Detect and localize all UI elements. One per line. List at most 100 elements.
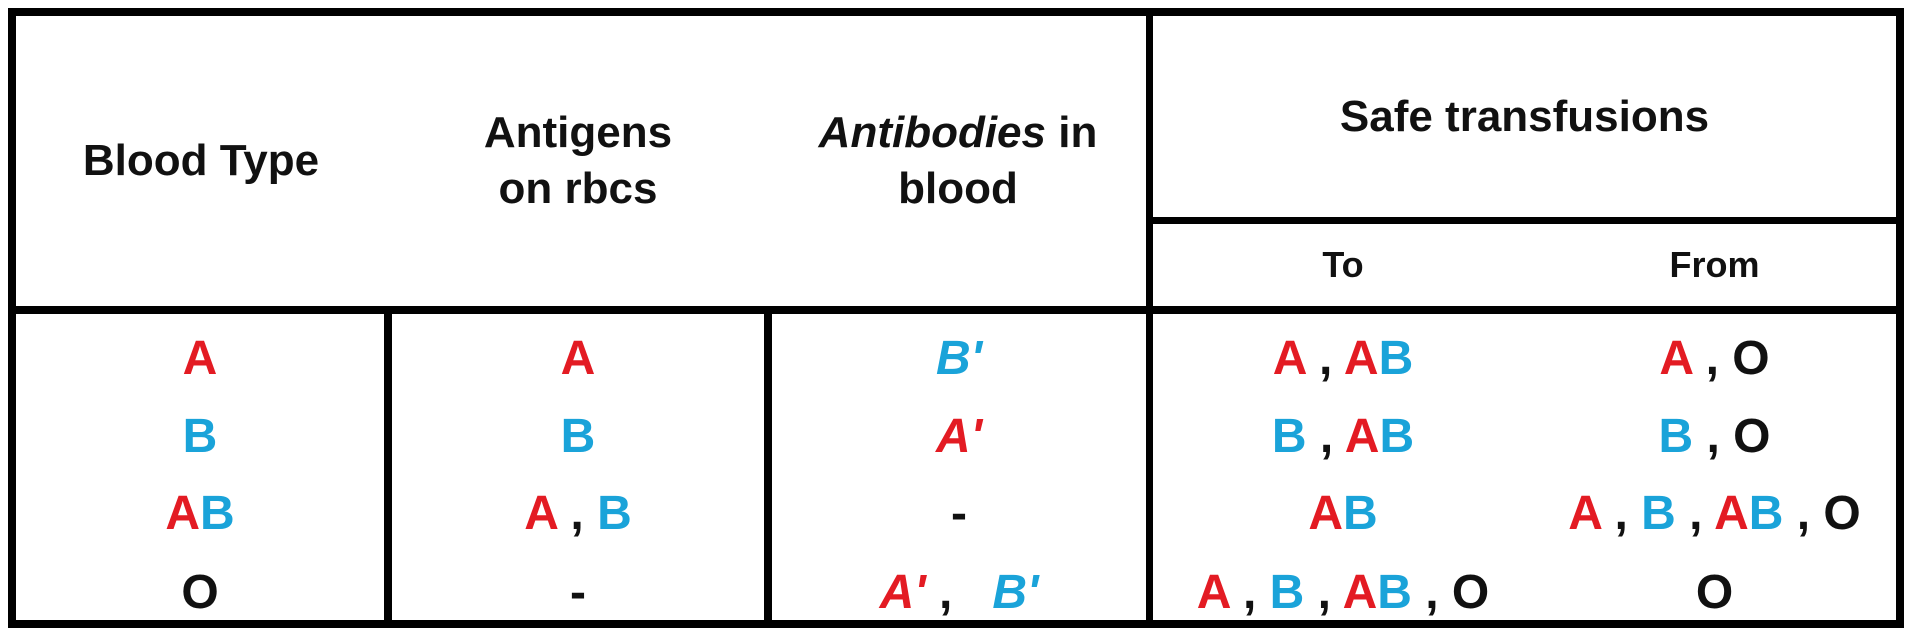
cell-token: , [925, 565, 993, 619]
cell-token: A [1568, 486, 1602, 540]
header-safe-transfusions: Safe transfusions [1153, 16, 1896, 217]
cell-token: B [182, 409, 218, 463]
cell-token: A [1272, 331, 1306, 385]
cell-content: B' [936, 331, 982, 386]
cell-content: A , B , AB , O [1568, 486, 1861, 541]
cell-token: B [1378, 331, 1414, 385]
cell-to-row-3: AB [1153, 477, 1533, 549]
cell-content: AB [165, 486, 234, 541]
cell-token: B [1269, 565, 1305, 619]
header-to-label: To [1322, 244, 1364, 285]
header-antigens-line1: Antigens [483, 108, 673, 157]
cell-token: , O [1692, 331, 1770, 385]
cell-content: A , B [524, 486, 632, 541]
cell-token: B [1658, 409, 1694, 463]
header-to: To [1153, 224, 1533, 306]
cell-token: A [1659, 331, 1693, 385]
header-antibodies-in: in [1046, 108, 1098, 157]
cell-content: AB [1308, 486, 1377, 541]
header-antigens-line2: on rbcs [498, 164, 658, 213]
cell-antigens-row-3: A , B [392, 477, 764, 549]
column-divider-2 [764, 310, 772, 628]
cell-content: A' [936, 409, 982, 464]
cell-token: B [597, 486, 632, 540]
cell-token: A [182, 331, 218, 385]
cell-token: B [1748, 486, 1784, 540]
cell-token: , [1306, 409, 1345, 463]
cell-content: A [183, 331, 218, 386]
cell-content: A , B , AB , O [1197, 565, 1490, 620]
header-safe-transfusions-label: Safe transfusions [1339, 91, 1710, 141]
cell-to-row-1: A , AB [1153, 322, 1533, 394]
cell-content: O [181, 565, 218, 620]
header-antibodies-word: Antibodies [818, 108, 1046, 157]
cell-antibodies-row-3: - [772, 477, 1146, 549]
cell-antigens-row-2: B [392, 400, 764, 472]
cell-token: A [1308, 486, 1343, 540]
cell-content: B [561, 409, 596, 464]
cell-token: O [1695, 565, 1734, 619]
cell-token: B [560, 409, 596, 463]
cell-token: , [1304, 565, 1343, 619]
cell-token: A [560, 331, 596, 385]
cell-token: O [181, 565, 219, 619]
cell-token: A' [879, 565, 926, 619]
cell-content: - [951, 486, 967, 541]
cell-blood-type-row-3: AB [16, 477, 384, 549]
cell-token: A [1196, 565, 1230, 619]
cell-antigens-row-4: - [392, 556, 764, 628]
cell-to-row-2: B , AB [1153, 400, 1533, 472]
cell-from-row-1: A , O [1533, 322, 1896, 394]
cell-token: - [951, 486, 967, 540]
header-antibodies-line2: blood [898, 164, 1018, 213]
cell-antigens-row-1: A [392, 322, 764, 394]
cell-antibodies-row-4: A' , B' [772, 556, 1146, 628]
cell-content: A , AB [1273, 331, 1413, 386]
cell-content: A , O [1659, 331, 1769, 386]
cell-token: , O [1783, 486, 1861, 540]
cell-token: A [1343, 331, 1379, 385]
cell-from-row-2: B , O [1533, 400, 1896, 472]
cell-from-row-3: A , B , AB , O [1533, 477, 1896, 549]
cell-to-row-4: A , B , AB , O [1153, 556, 1533, 628]
header-from: From [1533, 224, 1896, 306]
header-divider [8, 306, 1904, 314]
blood-type-table [8, 8, 1904, 628]
header-blood-type-label: Blood Type [82, 136, 320, 185]
header-antibodies: Antibodies in blood [770, 16, 1146, 306]
cell-token: , [1305, 331, 1344, 385]
cell-content: A' , B' [880, 565, 1039, 620]
cell-blood-type-row-1: A [16, 322, 384, 394]
cell-token: - [570, 565, 586, 619]
subheader-divider [1148, 217, 1904, 224]
header-blood-type: Blood Type [16, 16, 386, 306]
column-divider-1 [384, 310, 392, 628]
cell-blood-type-row-2: B [16, 400, 384, 472]
cell-token: A [1344, 409, 1380, 463]
cell-token: , [1229, 565, 1270, 619]
cell-token: , [1675, 486, 1715, 540]
cell-antibodies-row-1: B' [772, 322, 1146, 394]
cell-content: B [183, 409, 218, 464]
cell-content: B , AB [1272, 409, 1414, 464]
cell-token: B [1379, 409, 1415, 463]
cell-content: A [561, 331, 596, 386]
cell-content: B , O [1658, 409, 1770, 464]
cell-content: O [1696, 565, 1733, 620]
cell-token: A [1342, 565, 1378, 619]
cell-token: , [1601, 486, 1642, 540]
cell-token: A [165, 486, 200, 540]
cell-content: - [570, 565, 586, 620]
cell-token: , [557, 486, 598, 540]
header-antibodies-line1: Antibodies in [819, 105, 1098, 161]
cell-from-row-4: O [1533, 556, 1896, 628]
cell-token: B [200, 486, 235, 540]
cell-token: A' [935, 409, 983, 463]
transfusion-column-divider [1146, 8, 1153, 628]
header-antigens: Antigens on rbcs [390, 16, 766, 306]
cell-token: B [1343, 486, 1378, 540]
cell-token: B [1641, 486, 1676, 540]
cell-blood-type-row-4: O [16, 556, 384, 628]
header-from-label: From [1669, 244, 1760, 285]
cell-token: A [524, 486, 558, 540]
